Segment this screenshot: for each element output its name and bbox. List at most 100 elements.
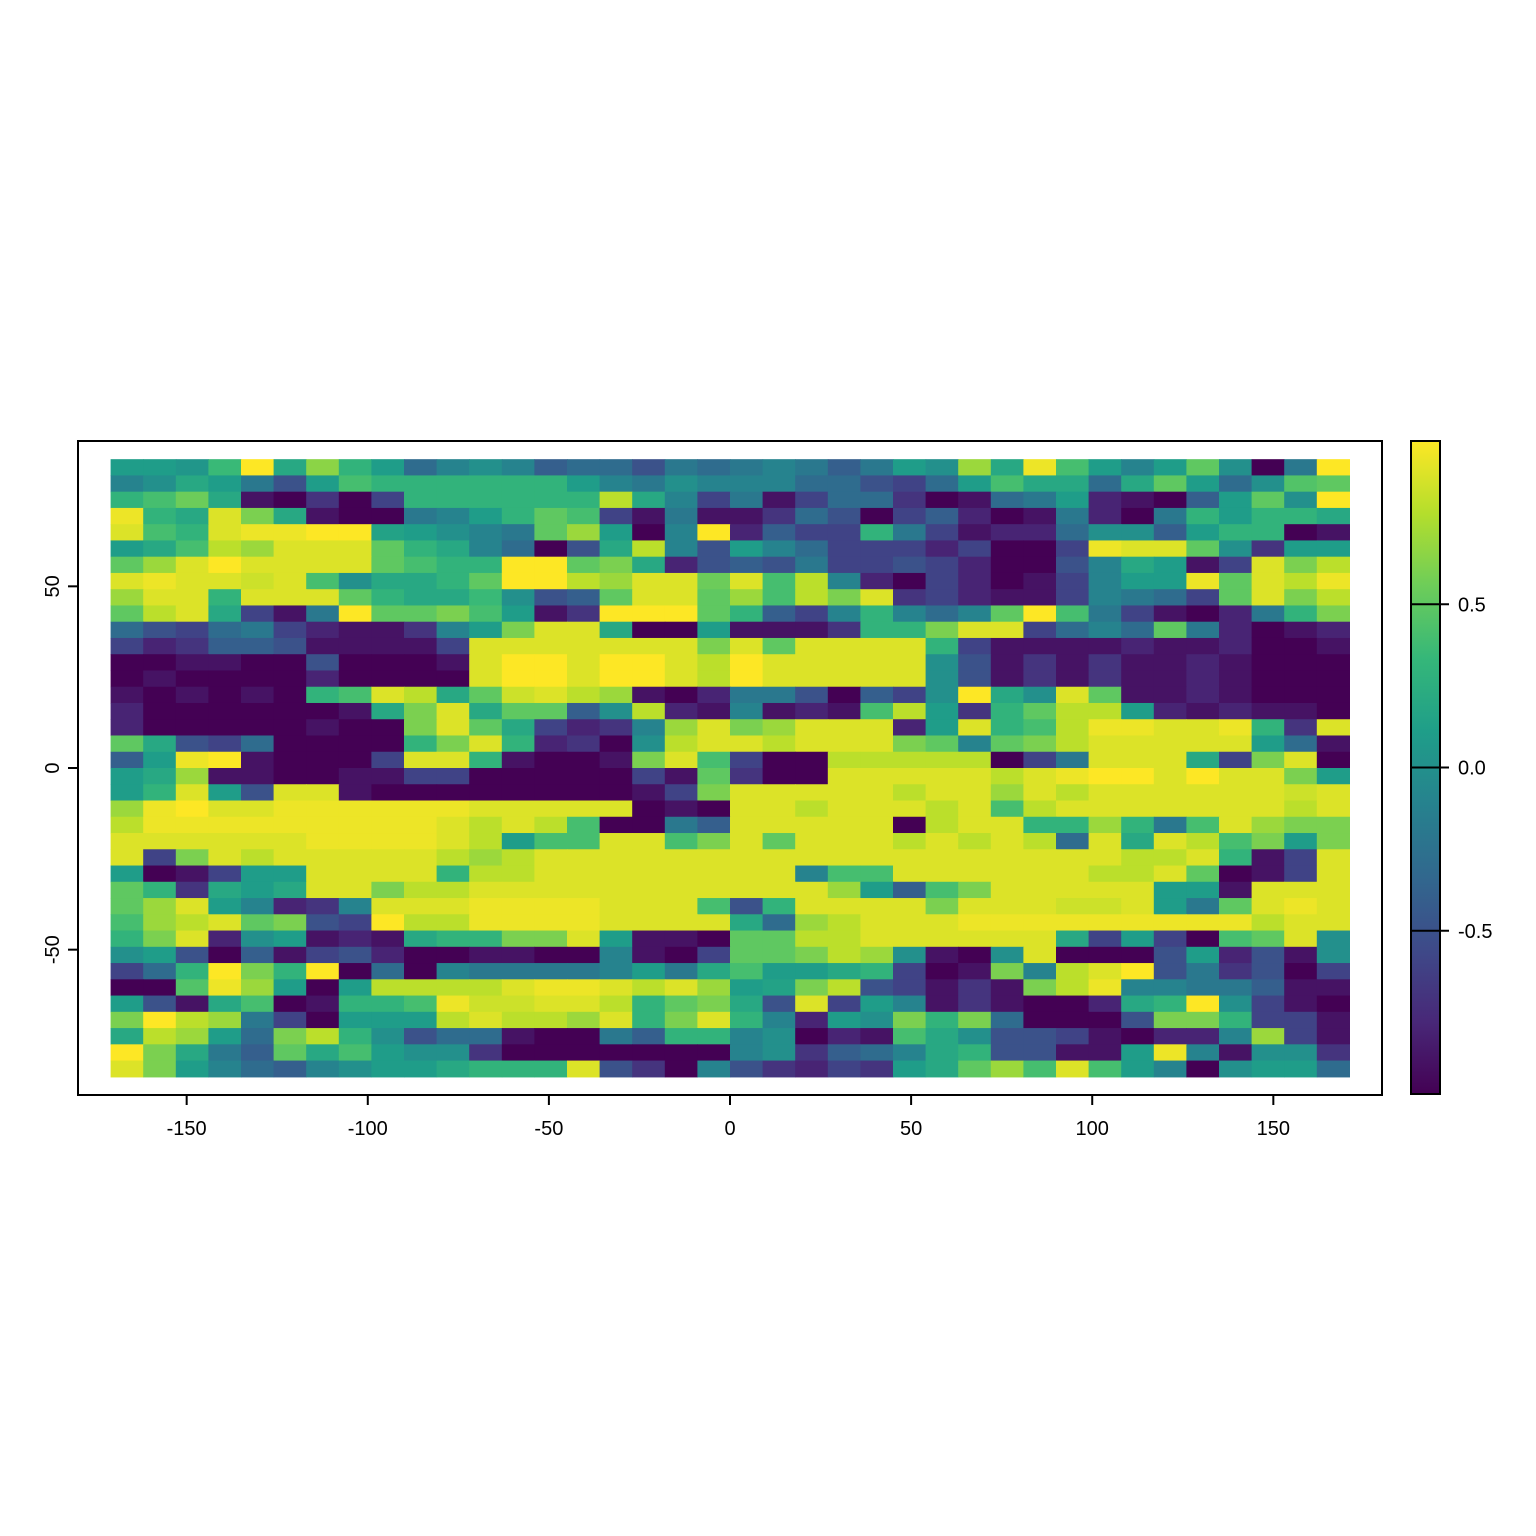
- y-tick-label: -50: [42, 935, 64, 964]
- heatmap-cell: [762, 751, 796, 769]
- heatmap-cell: [1088, 605, 1122, 623]
- heatmap-cell: [1251, 979, 1285, 997]
- heatmap-cell: [1153, 816, 1187, 834]
- heatmap-cell: [175, 670, 209, 688]
- heatmap-cell: [110, 735, 144, 753]
- heatmap-cell: [1088, 540, 1122, 558]
- heatmap-cell: [893, 507, 927, 525]
- heatmap-cell: [1121, 475, 1155, 493]
- heatmap-cell: [175, 800, 209, 818]
- heatmap-cell: [1121, 1044, 1155, 1062]
- heatmap-cell: [404, 946, 438, 964]
- heatmap-cell: [925, 735, 959, 753]
- heatmap-cell: [534, 849, 568, 867]
- heatmap-cell: [599, 800, 633, 818]
- heatmap-cell: [501, 930, 535, 948]
- heatmap-cell: [1023, 833, 1057, 850]
- heatmap-cell: [730, 507, 764, 525]
- heatmap-cell: [1153, 1028, 1187, 1045]
- heatmap-cell: [534, 719, 568, 737]
- heatmap-cell: [501, 459, 535, 477]
- heatmap-cell: [534, 930, 568, 948]
- heatmap-cell: [1088, 524, 1122, 542]
- heatmap-cell: [1186, 800, 1220, 818]
- heatmap-cell: [730, 702, 764, 720]
- heatmap-cell: [1186, 768, 1220, 785]
- heatmap-cell: [827, 686, 861, 704]
- heatmap-cell: [925, 930, 959, 948]
- heatmap-cell: [241, 930, 275, 948]
- heatmap-cell: [893, 540, 927, 558]
- heatmap-cell: [436, 686, 470, 704]
- heatmap-cell: [436, 1028, 470, 1045]
- heatmap-cell: [632, 914, 666, 932]
- heatmap-cell: [1186, 605, 1220, 623]
- heatmap-cell: [436, 735, 470, 753]
- heatmap-cell: [762, 686, 796, 704]
- heatmap-cell: [567, 654, 601, 672]
- heatmap-cell: [501, 491, 535, 509]
- heatmap-cell: [893, 702, 927, 720]
- heatmap-cell: [697, 719, 731, 737]
- heatmap-cell: [664, 768, 698, 785]
- heatmap-cell: [208, 735, 242, 753]
- heatmap-cell: [371, 881, 405, 899]
- heatmap-cell: [1219, 1060, 1253, 1078]
- heatmap-cell: [795, 881, 829, 899]
- heatmap-cell: [730, 849, 764, 867]
- heatmap-cell: [175, 654, 209, 672]
- heatmap-cell: [1219, 816, 1253, 834]
- heatmap-cell: [1316, 605, 1350, 623]
- heatmap-cell: [241, 459, 275, 477]
- heatmap-cell: [1088, 670, 1122, 688]
- x-tick-label: -100: [348, 1118, 388, 1140]
- heatmap-cell: [241, 1060, 275, 1078]
- heatmap-cell: [338, 735, 372, 753]
- heatmap-cell: [827, 475, 861, 493]
- heatmap-cell: [1153, 881, 1187, 899]
- heatmap-cell: [664, 930, 698, 948]
- heatmap-cell: [1284, 881, 1318, 899]
- heatmap-cell: [404, 898, 438, 915]
- heatmap-cell: [175, 963, 209, 980]
- heatmap-cell: [143, 816, 177, 834]
- heatmap-cell: [599, 930, 633, 948]
- heatmap-cell: [567, 556, 601, 574]
- x-tick-label: 50: [900, 1118, 922, 1140]
- heatmap-cell: [534, 670, 568, 688]
- heatmap-cell: [371, 930, 405, 948]
- heatmap-cell: [1023, 898, 1057, 915]
- heatmap-cell: [143, 800, 177, 818]
- heatmap-cell: [1023, 751, 1057, 769]
- heatmap-cell: [175, 556, 209, 574]
- heatmap-cell: [860, 702, 894, 720]
- heatmap-cell: [925, 507, 959, 525]
- heatmap-cell: [436, 946, 470, 964]
- heatmap-cell: [762, 589, 796, 607]
- heatmap-cell: [1153, 914, 1187, 932]
- heatmap-cell: [273, 735, 307, 753]
- heatmap-cell: [1219, 946, 1253, 964]
- heatmap-cell: [664, 719, 698, 737]
- heatmap-cell: [958, 800, 992, 818]
- heatmap-cell: [534, 914, 568, 932]
- heatmap-cell: [1219, 605, 1253, 623]
- y-axis: 50 0 -50: [42, 575, 79, 964]
- heatmap-cell: [469, 621, 503, 639]
- heatmap-cell: [599, 946, 633, 964]
- heatmap-cell: [371, 605, 405, 623]
- heatmap-cell: [664, 979, 698, 997]
- heatmap-cell: [1186, 491, 1220, 509]
- heatmap-cell: [1153, 621, 1187, 639]
- heatmap-cell: [338, 768, 372, 785]
- heatmap-cell: [110, 507, 144, 525]
- heatmap-cell: [599, 670, 633, 688]
- heatmap-cell: [664, 540, 698, 558]
- heatmap-cell: [534, 524, 568, 542]
- heatmap-cell: [241, 524, 275, 542]
- heatmap-cell: [501, 914, 535, 932]
- heatmap-cell: [730, 491, 764, 509]
- heatmap-cell: [436, 507, 470, 525]
- heatmap-cell: [632, 800, 666, 818]
- heatmap-cell: [893, 963, 927, 980]
